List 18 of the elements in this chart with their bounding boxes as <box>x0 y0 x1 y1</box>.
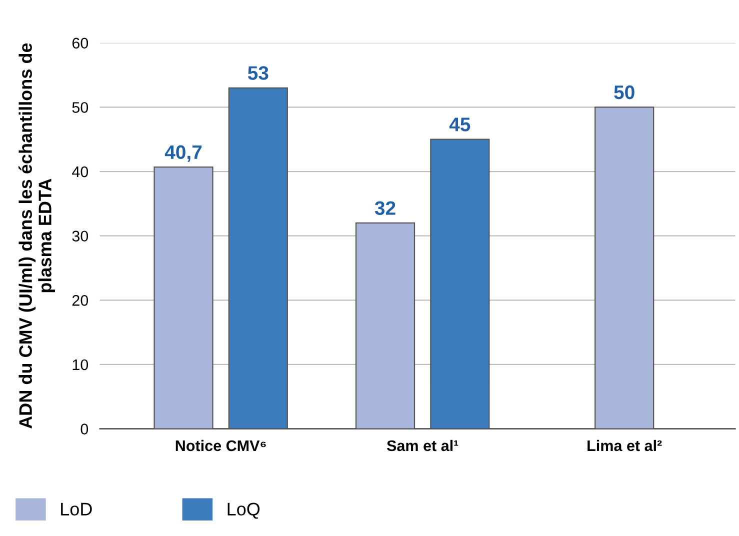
x-tick-label: Lima et al² <box>588 440 662 452</box>
y-axis-title: ADN du CMV (UI/ml) dans les échantillons de plasma EDTA <box>18 43 55 428</box>
data-label: 50 <box>614 85 634 100</box>
y-tick-label: 30 <box>72 230 88 242</box>
y-tick-label: 50 <box>72 102 88 113</box>
x-tick-label: Sam et al¹ <box>386 440 458 452</box>
y-tick-label: 40 <box>72 166 88 178</box>
data-label: 53 <box>248 66 268 80</box>
y-tick-label: 10 <box>72 359 88 370</box>
y-tick-label: 0 <box>80 424 88 434</box>
data-label: 45 <box>449 118 470 132</box>
y-tick-label: 60 <box>72 38 88 49</box>
legend-label: LoQ <box>228 502 260 519</box>
y-tick-label: 20 <box>72 295 88 306</box>
legend-label: LoD <box>61 502 92 516</box>
x-tick-label: Notice CMV⁶ <box>176 440 266 452</box>
data-label: 40,7 <box>164 145 202 162</box>
data-label: 32 <box>374 201 396 215</box>
